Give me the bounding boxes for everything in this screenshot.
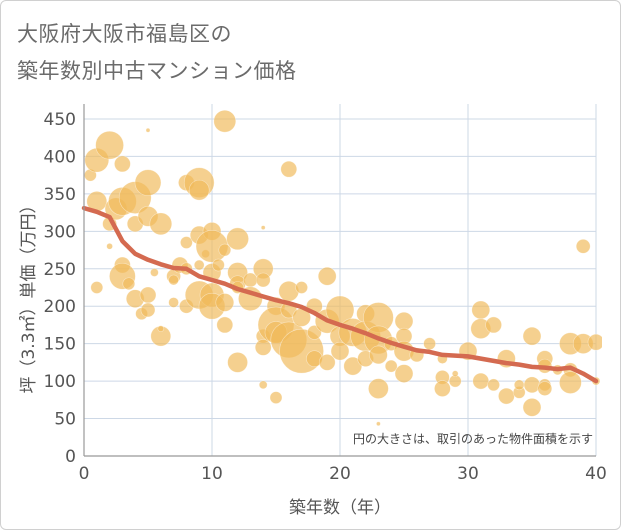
bubble-point: [213, 109, 237, 133]
bubble-point: [122, 277, 136, 291]
bubble-size-note: 円の大きさは、取引のあった物件面積を示す: [353, 431, 593, 446]
bubble-point: [575, 238, 591, 254]
bubble-point: [498, 387, 515, 405]
bubble-point: [95, 130, 124, 160]
bubble-point: [280, 160, 298, 178]
bubble-point: [226, 227, 249, 251]
grid: [84, 104, 597, 456]
bubble-point: [278, 280, 300, 302]
bubble-point: [317, 266, 337, 286]
y-tick-label: 50: [54, 410, 76, 430]
axes: 0 50 100 150 200 250 300 350 400 450 0 10 20 30 40: [44, 104, 607, 484]
bubble-point: [513, 379, 525, 391]
x-tick-label: 20: [329, 464, 351, 484]
bubble-point: [218, 243, 232, 257]
bubble-point: [472, 372, 490, 390]
x-axis-label: 築年数（年）: [289, 498, 391, 518]
bubble-point: [522, 326, 542, 346]
bubble-point: [522, 398, 542, 417]
bubble-point: [114, 155, 131, 173]
chart-title-line1: 大阪府大阪市福島区の: [17, 22, 232, 46]
bubble-point: [258, 380, 268, 390]
y-tick-label: 250: [44, 260, 76, 280]
bubble-point: [255, 272, 271, 288]
bubble-point: [471, 300, 491, 320]
bubble-point: [343, 356, 363, 376]
bubble-point: [369, 345, 388, 365]
y-tick-label: 300: [44, 222, 76, 242]
y-tick-label: 400: [44, 147, 76, 167]
y-tick-label: 450: [44, 110, 76, 130]
bubble-point: [423, 337, 436, 350]
bubble-point: [394, 311, 414, 331]
bubble-point: [168, 274, 179, 286]
bubble-point: [485, 316, 502, 334]
bubble-point: [384, 359, 398, 373]
x-tick-label: 10: [201, 464, 223, 484]
bubble-point: [157, 325, 165, 332]
x-tick-label: 0: [79, 464, 90, 484]
bubble-point: [106, 242, 113, 250]
bubble-point: [188, 179, 210, 201]
y-tick-label: 100: [44, 372, 76, 392]
y-tick-label: 350: [44, 185, 76, 205]
bubble-point: [140, 302, 156, 318]
bubble-point: [376, 421, 381, 427]
bubble-point: [523, 376, 541, 394]
y-axis-label: 坪（3.3㎡）単価（万円）: [19, 196, 39, 393]
bubble-point: [451, 370, 459, 377]
chart-title-line2: 築年数別中古マンション価格: [17, 59, 297, 83]
bubble-point: [134, 169, 162, 196]
bubble-point: [537, 381, 553, 396]
bubble-point: [394, 364, 414, 383]
trend-line-group: [81, 205, 599, 384]
bubble-point: [193, 259, 205, 271]
x-tick-label: 30: [457, 464, 479, 484]
bubble-point: [215, 293, 235, 312]
trend-line: [81, 205, 599, 384]
bubble-point: [318, 354, 336, 371]
bubble-point: [168, 297, 179, 308]
bubble-point: [180, 236, 193, 249]
bubble-point: [212, 258, 225, 272]
bubble-point: [368, 378, 389, 399]
y-tick-label: 150: [44, 335, 76, 355]
bubble-point: [295, 281, 308, 294]
bubble-point: [269, 391, 283, 404]
bubble-point: [216, 316, 234, 334]
bubbles: [84, 109, 602, 427]
bubble-point: [227, 352, 248, 373]
bubble-point: [139, 286, 157, 304]
bubble-point: [487, 378, 500, 392]
bubble-point: [90, 281, 104, 294]
bubble-point: [587, 333, 602, 351]
bubble-point: [149, 212, 173, 236]
bubble-point: [559, 371, 582, 394]
y-tick-label: 0: [65, 447, 76, 467]
bubble-point: [330, 341, 350, 361]
bubble-point: [145, 127, 151, 133]
bubble-point: [254, 339, 272, 356]
y-tick-label: 200: [44, 297, 76, 317]
bubble-point: [150, 268, 159, 277]
bubble-point: [434, 380, 451, 397]
x-tick-label: 40: [585, 464, 607, 484]
bubble-point: [260, 225, 266, 230]
